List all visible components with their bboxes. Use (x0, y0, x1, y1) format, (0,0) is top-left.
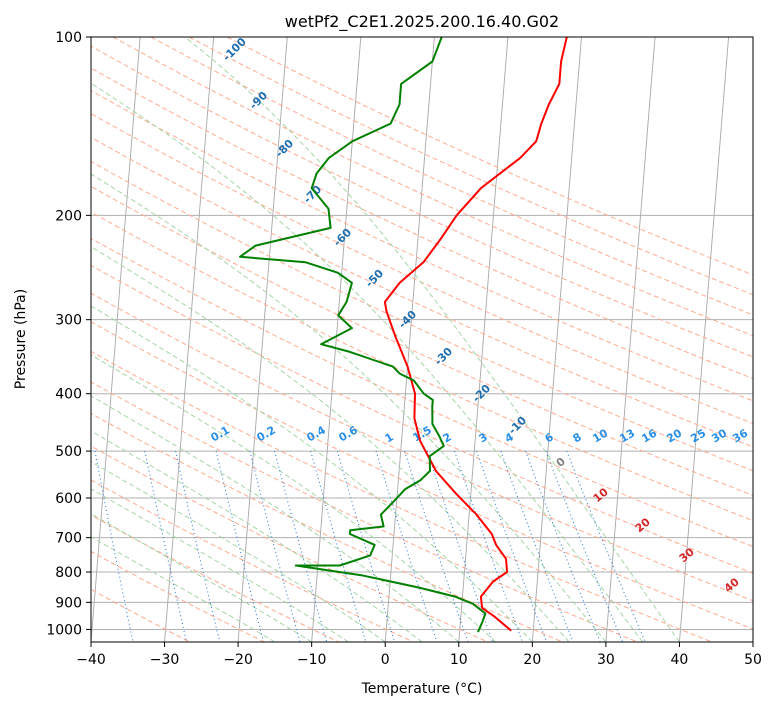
y-tick-label: 800 (55, 565, 82, 581)
x-tick-label: 20 (523, 652, 541, 668)
x-tick-label: −30 (150, 652, 180, 668)
isotherm-line (164, 37, 215, 642)
y-axis-label: Pressure (hPa) (13, 289, 29, 389)
x-tick-label: 10 (450, 652, 468, 668)
moist-adiabat-line (91, 536, 276, 642)
y-tick-label: 600 (55, 491, 82, 507)
y-tick-label: 300 (55, 313, 82, 329)
mixing-ratio-line (215, 450, 265, 642)
dry-adiabat-line (91, 381, 638, 642)
isotherm-line (605, 37, 656, 642)
moist-adiabat-line (91, 430, 423, 642)
dewpoint-profile-line (239, 37, 487, 633)
background-lines (91, 37, 753, 642)
mixing-ratio-line (274, 450, 328, 642)
dry-adiabat-line (91, 160, 753, 472)
dry-adiabat-line (112, 37, 753, 337)
temperature-profile-line (383, 37, 568, 632)
isotherm-line (458, 37, 509, 642)
mixing-ratio-line (524, 450, 601, 642)
profile-lines (239, 37, 568, 633)
x-tick-label: −10 (297, 652, 327, 668)
dry-adiabat-line (91, 292, 753, 602)
y-tick-label: 900 (55, 595, 82, 611)
moist-adiabat-line (91, 513, 312, 642)
x-tick-label: 0 (381, 652, 390, 668)
mixing-ratio-line (566, 450, 646, 642)
y-axis: 100 200 300 400 500 600 700 800 900 1000 (46, 30, 91, 638)
x-axis-label: Temperature (°C) (361, 681, 483, 697)
y-tick-label: 700 (55, 531, 82, 547)
isotherm-line (384, 37, 435, 642)
mixing-ratio-line (404, 450, 469, 642)
chart-title: wetPf2_C2E1.2025.200.16.40.G02 (285, 12, 559, 32)
x-axis: −40 −30 −20 −10 0 10 20 30 40 50 (76, 642, 762, 668)
mixing-ratio-line (310, 450, 367, 642)
moist-adiabat-line (91, 173, 607, 642)
mixing-ratio-line (249, 450, 301, 642)
dry-adiabat-line (91, 90, 753, 402)
y-tick-label: 400 (55, 387, 82, 403)
x-tick-label: 40 (671, 652, 689, 668)
moist-adiabat-line (91, 246, 570, 642)
dry-adiabat-line (91, 67, 753, 380)
y-tick-label: 500 (55, 444, 82, 460)
x-tick-label: 50 (744, 652, 762, 668)
isotherm-line (531, 37, 582, 642)
dry-adiabat-line (91, 321, 753, 630)
moist-adiabat-line (91, 395, 460, 642)
y-tick-label: 200 (55, 208, 82, 224)
dry-adiabat-line (91, 350, 712, 642)
x-tick-label: −20 (223, 652, 253, 668)
moist-adiabat-line (91, 82, 644, 642)
mixing-ratio-line (144, 450, 188, 642)
dry-adiabat-line (91, 185, 753, 496)
mixing-ratio-line (500, 450, 574, 642)
mixing-ratio-line (545, 450, 624, 642)
dry-adiabat-line (91, 237, 753, 548)
moist-adiabat-line (91, 305, 533, 642)
dry-adiabat-line (91, 445, 489, 642)
x-tick-label: −40 (76, 652, 106, 668)
plot-frame (90, 36, 754, 643)
mixing-ratio-line (175, 450, 221, 642)
y-tick-label: 1000 (46, 622, 82, 638)
dry-adiabat-line (91, 264, 753, 574)
dry-adiabat-line (91, 588, 190, 642)
isotherm-line (678, 37, 730, 642)
mixing-ratio-line (94, 450, 134, 642)
isotherm-line (237, 37, 288, 642)
dry-adiabat-line (91, 514, 340, 642)
x-tick-label: 30 (597, 652, 615, 668)
dry-adiabat-line (150, 37, 753, 316)
moist-adiabat-line (91, 461, 386, 642)
moist-adiabat-line (184, 37, 680, 642)
y-tick-label: 100 (55, 30, 82, 46)
